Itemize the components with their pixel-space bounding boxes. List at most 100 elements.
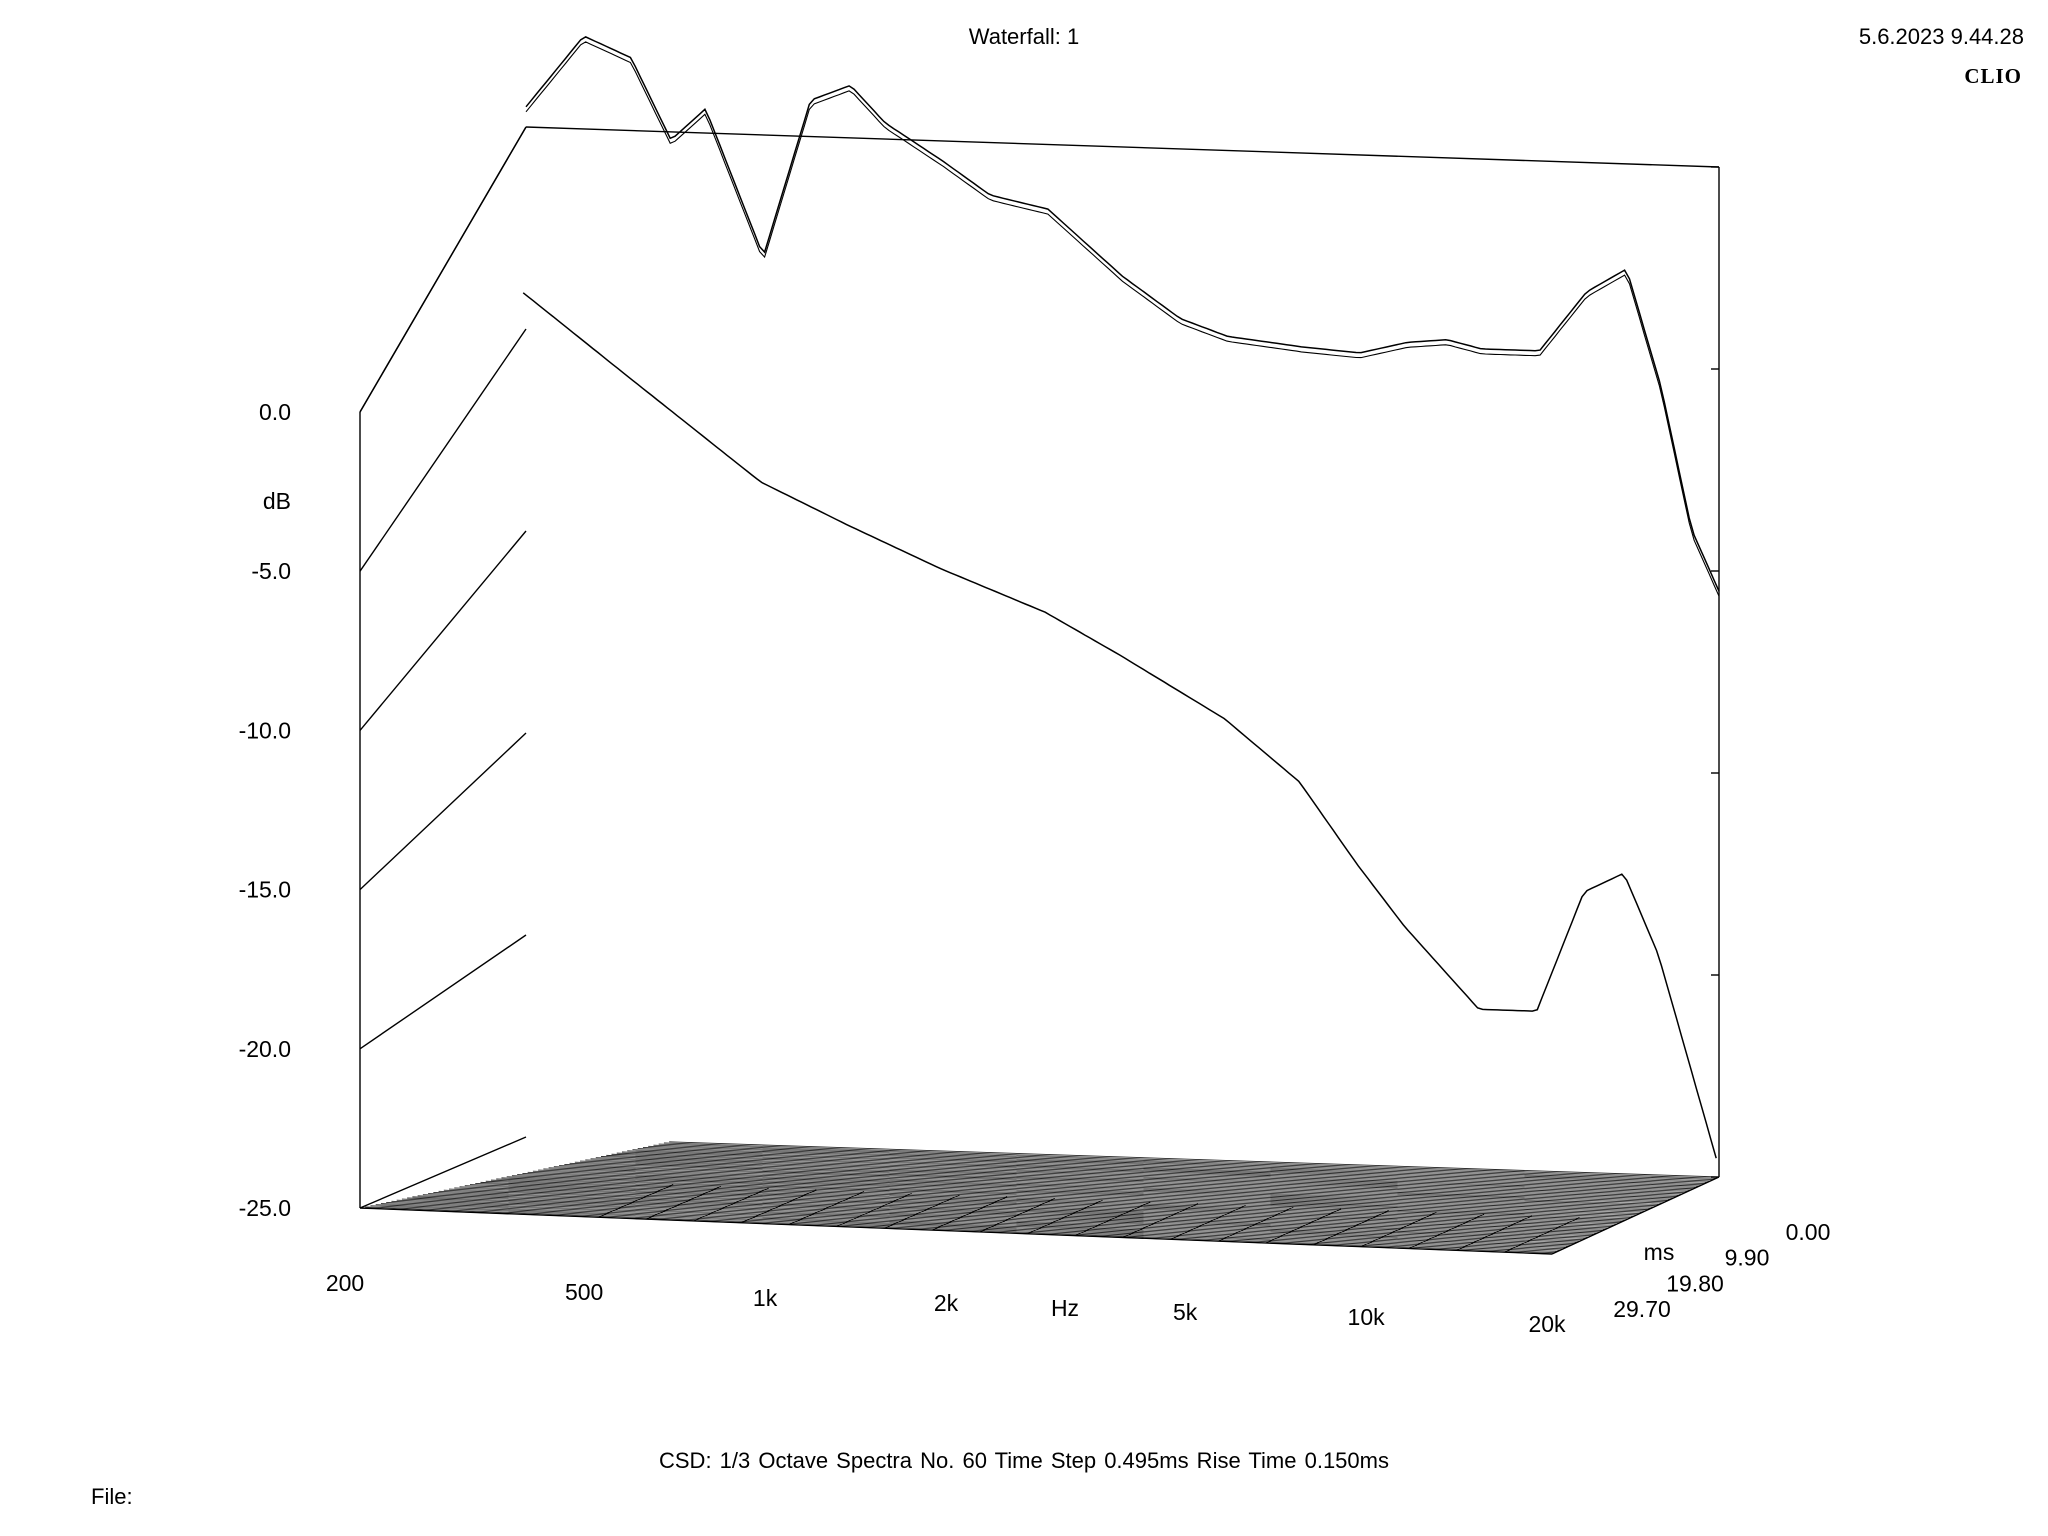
axis-labels: 0.0 -5.0 -10.0 -15.0 -20.0 -25.0 dB 200 500 1k 2k 5… [239,399,1831,1337]
time-gridline [627,1150,1697,1188]
freq-gridline [693,1187,769,1222]
time-gridline [580,1160,1671,1200]
x-tick-label: 5k [1173,1299,1198,1325]
x-axis-label: Hz [1051,1295,1079,1321]
freq-gridline [1408,1213,1485,1249]
time-gridline [648,1145,1708,1183]
time-gridline [559,1165,1660,1205]
y-tick-label: -5.0 [251,558,291,584]
time-gridline [637,1148,1703,1186]
left-wall-gridline [359,732,527,891]
x-tick-label: 2k [934,1290,959,1316]
time-gridline [480,1181,1618,1225]
time-gridline [553,1166,1657,1207]
time-gridline [569,1162,1666,1203]
freq-gridline [1027,1199,1103,1235]
y-tick-label: -15.0 [239,877,291,903]
floor-grid [359,1141,1720,1255]
freq-gridline [1265,1208,1342,1244]
time-gridline [611,1153,1688,1192]
freq-gridline [884,1194,960,1229]
y-tick-label: -25.0 [239,1195,291,1221]
freq-gridline [1504,1217,1580,1253]
left-wall-gridline [359,530,527,731]
freq-gridline [1218,1206,1294,1242]
time-gridline [532,1170,1646,1212]
time-gridline [501,1177,1629,1220]
freq-gridline [1075,1201,1151,1237]
time-gridline [386,1201,1567,1248]
time-gridline [375,1204,1561,1251]
time-gridline [642,1147,1705,1184]
time-gridline [585,1159,1674,1199]
time-gridline [417,1195,1584,1241]
freq-gridline [1361,1212,1437,1248]
freq-gridline [931,1196,1008,1231]
time-gridline [496,1178,1626,1221]
time-gridline [658,1143,1714,1181]
time-gridline [433,1191,1592,1237]
y-tick-label: -20.0 [239,1036,291,1062]
freq-gridline [1313,1210,1389,1246]
freq-gridline [788,1191,865,1225]
left-wall-gridline [359,126,527,413]
time-gridline [595,1157,1680,1196]
z-axis-label: ms [1644,1239,1675,1265]
time-gridline [422,1194,1586,1239]
x-tick-label: 10k [1348,1304,1386,1330]
freq-gridline [598,1184,674,1218]
time-gridline [391,1200,1570,1247]
time-gridline [412,1196,1581,1242]
x-tick-label: 500 [565,1279,603,1305]
time-gridline [359,1207,1553,1255]
freq-gridline [1551,1218,1628,1255]
time-gridline [407,1197,1578,1243]
page-title: Waterfall: 1 [968,24,1080,49]
time-gridline [616,1152,1691,1191]
x-tick-label: 1k [753,1285,778,1311]
spectra [522,36,1720,1159]
time-gridline [621,1151,1694,1190]
time-gridline [653,1144,1711,1182]
freq-gridline [1456,1215,1532,1251]
freq-gridline [979,1198,1055,1233]
time-gridline [663,1142,1717,1179]
time-gridline [543,1168,1652,1209]
file-label: File: [91,1484,133,1509]
time-gridline [443,1189,1598,1234]
z-tick-label: 0.00 [1786,1219,1831,1245]
z-tick-label: 29.70 [1613,1296,1671,1322]
time-gridline [564,1163,1663,1204]
time-gridline [590,1158,1677,1198]
z-tick-label: 19.80 [1666,1270,1724,1296]
freq-gridline [1170,1205,1246,1240]
time-gridline [449,1188,1601,1233]
x-tick-label: 20k [1528,1311,1566,1337]
time-gridline [632,1149,1700,1187]
time-gridline [574,1161,1669,1201]
time-gridline [428,1193,1589,1238]
left-wall-gridline [359,328,527,572]
z-tick-label: 9.90 [1725,1245,1770,1271]
time-gridline [401,1198,1575,1245]
time-gridline [669,1141,1720,1178]
time-gridline [438,1190,1595,1235]
spectrum-line [525,36,1720,592]
box-edge-back-top [525,126,1720,168]
plot-box [359,126,1720,1255]
y-tick-label: 0.0 [259,399,291,425]
timestamp: 5.6.2023 9.44.28 [1858,24,2024,49]
time-gridline [517,1174,1637,1216]
time-gridline [511,1175,1635,1217]
left-wall-gridline [359,934,527,1050]
y-tick-label: -10.0 [239,717,291,743]
spectrum-line [525,41,1720,597]
time-gridline [370,1205,1558,1252]
x-tick-label: 200 [326,1270,364,1296]
freq-gridline [836,1192,912,1227]
y-axis-label: dB [263,488,291,514]
time-gridline [396,1199,1572,1246]
time-gridline [522,1172,1640,1214]
time-gridline [601,1156,1683,1195]
time-gridline [506,1176,1632,1218]
